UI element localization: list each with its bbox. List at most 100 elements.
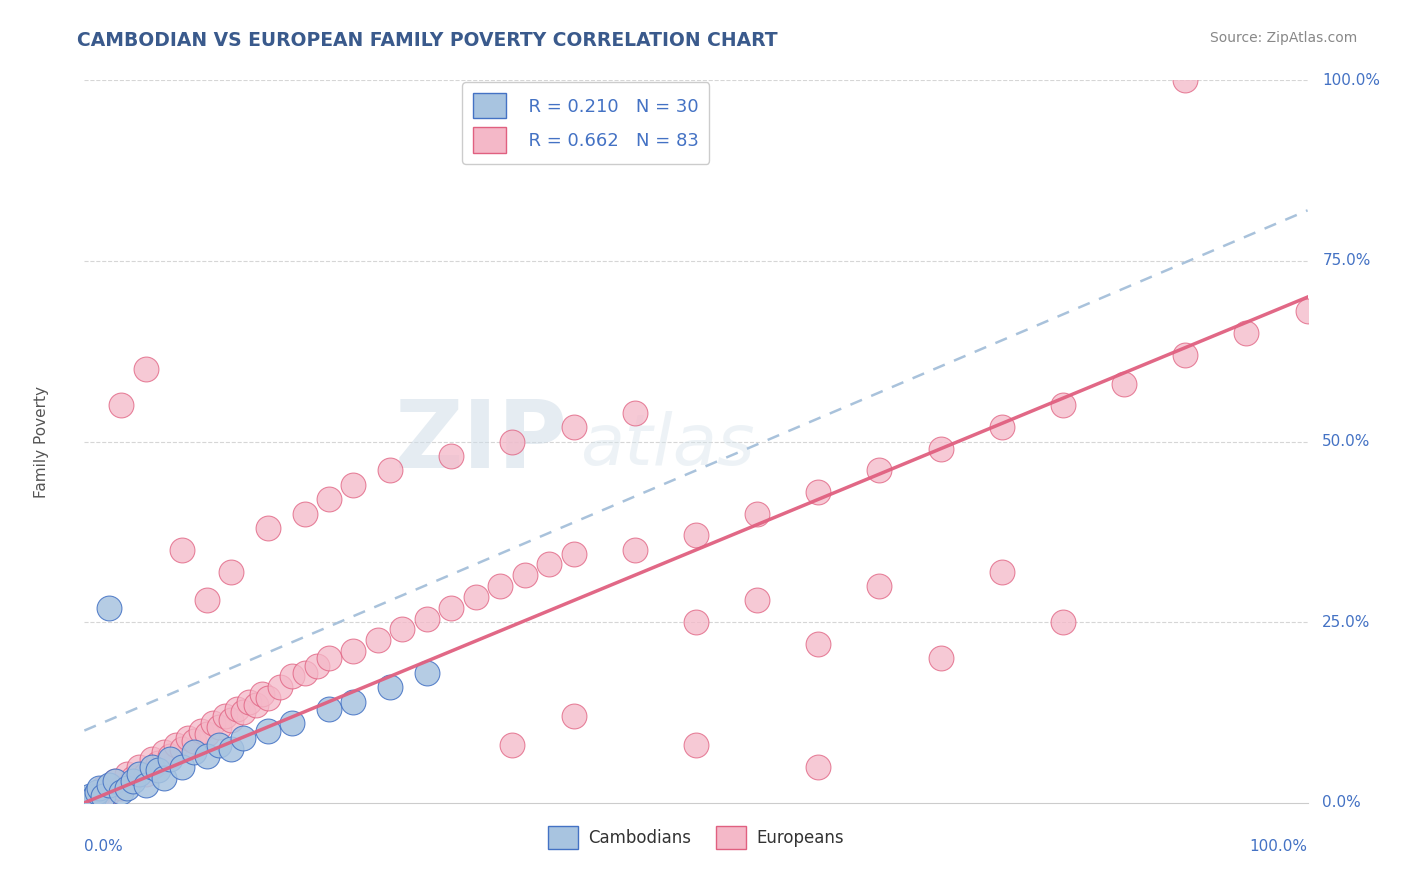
Point [991, 420, 1014, 434]
Point [104, 774, 127, 789]
Point [294, 507, 316, 521]
Point [110, 781, 132, 796]
Point [1174, 73, 1197, 87]
Point [269, 680, 291, 694]
Point [1114, 376, 1136, 391]
Point [685, 528, 707, 542]
Point [318, 492, 340, 507]
Point [172, 542, 194, 557]
Point [183, 734, 205, 748]
Point [86, 785, 108, 799]
Point [342, 644, 364, 658]
Point [208, 720, 231, 734]
Point [1052, 615, 1074, 630]
Text: 25.0%: 25.0% [1322, 615, 1371, 630]
Point [562, 420, 585, 434]
Point [380, 680, 402, 694]
Point [135, 778, 157, 792]
Point [226, 702, 249, 716]
Point [513, 568, 536, 582]
Point [141, 752, 163, 766]
Point [219, 713, 242, 727]
Point [281, 669, 304, 683]
Point [464, 590, 486, 604]
Point [110, 398, 132, 412]
Text: Source: ZipAtlas.com: Source: ZipAtlas.com [1209, 31, 1357, 45]
Text: CAMBODIAN VS EUROPEAN FAMILY POVERTY CORRELATION CHART: CAMBODIAN VS EUROPEAN FAMILY POVERTY COR… [77, 31, 778, 50]
Point [97, 785, 120, 799]
Point [624, 406, 647, 420]
Point [367, 633, 389, 648]
Point [219, 565, 242, 579]
Point [190, 723, 212, 738]
Point [538, 558, 561, 572]
Text: ZIP: ZIP [395, 395, 568, 488]
Text: 0.0%: 0.0% [84, 838, 124, 854]
Text: 100.0%: 100.0% [1250, 838, 1308, 854]
Point [238, 695, 260, 709]
Point [562, 547, 585, 561]
Point [97, 778, 120, 792]
Point [146, 764, 169, 778]
Point [807, 760, 830, 774]
Point [685, 738, 707, 752]
Point [380, 463, 402, 477]
Point [305, 658, 328, 673]
Point [624, 542, 647, 557]
Point [807, 485, 830, 500]
Point [257, 691, 280, 706]
Point [128, 760, 150, 774]
Point [440, 600, 463, 615]
Text: 0.0%: 0.0% [1322, 796, 1361, 810]
Point [115, 781, 138, 796]
Point [257, 521, 280, 535]
Point [747, 507, 769, 521]
Point [172, 760, 194, 774]
Point [219, 741, 242, 756]
Text: 100.0%: 100.0% [1322, 73, 1381, 87]
Point [245, 698, 267, 713]
Point [257, 723, 280, 738]
Point [83, 790, 105, 805]
Point [153, 745, 176, 759]
Text: 75.0%: 75.0% [1322, 253, 1371, 268]
Point [195, 593, 218, 607]
Point [281, 716, 304, 731]
Text: atlas: atlas [579, 410, 755, 480]
Point [1296, 304, 1319, 318]
Point [86, 789, 108, 803]
Point [502, 434, 524, 449]
Point [342, 478, 364, 492]
Point [489, 579, 512, 593]
Point [79, 789, 101, 803]
Point [294, 665, 316, 680]
Point [232, 706, 254, 720]
Point [440, 449, 463, 463]
Point [91, 789, 114, 803]
Point [502, 738, 524, 752]
Point [232, 731, 254, 745]
Point [87, 781, 110, 796]
Point [318, 651, 340, 665]
Text: 50.0%: 50.0% [1322, 434, 1371, 449]
Point [1174, 348, 1197, 362]
Point [79, 792, 101, 806]
Point [165, 738, 187, 752]
Point [77, 792, 100, 806]
Point [318, 702, 340, 716]
Legend: Cambodians, Europeans: Cambodians, Europeans [541, 819, 851, 856]
Point [416, 611, 439, 625]
Point [141, 760, 163, 774]
Point [104, 774, 127, 789]
Point [195, 727, 218, 741]
Point [214, 709, 236, 723]
Point [135, 362, 157, 376]
Point [159, 752, 181, 766]
Point [146, 756, 169, 770]
Point [807, 637, 830, 651]
Point [183, 745, 205, 759]
Point [747, 593, 769, 607]
Point [869, 579, 891, 593]
Point [122, 771, 145, 785]
Point [153, 771, 176, 785]
